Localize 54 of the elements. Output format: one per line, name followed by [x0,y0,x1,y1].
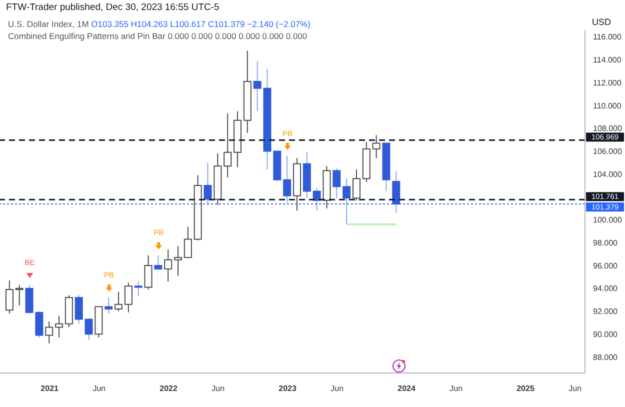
candlestick [372,134,380,159]
x-tick-label: 2024 [398,384,416,393]
candlestick [164,249,172,282]
x-tick-label: Jun [568,384,582,393]
x-tick-label: 2021 [40,384,60,393]
y-tick-label: 116.000 [593,32,622,42]
candlestick [55,315,64,338]
candlestick [134,281,142,297]
candlestick [114,291,123,312]
candlestick [332,168,341,199]
y-tick-label: 114.000 [593,56,622,65]
y-tick-label: 112.000 [593,78,622,88]
text: FTW-Trader published, Dec 30, 2023 16:55 UTC-5 [6,2,220,13]
y-tick-label: 90.000 [593,330,618,339]
y-tick-label: 108.000 [593,124,622,134]
y-tick-label: 92.000 [593,307,618,316]
candlestick [104,297,113,314]
x-tick-label: Jun [92,384,106,393]
x-tick-label: 2022 [160,384,178,393]
candlestick [312,187,321,212]
x-tick-label: Jun [450,384,463,393]
candlestick [392,170,400,214]
candlestick [342,178,351,225]
candlestick [74,294,83,324]
x-tick-label: Jun [212,384,225,393]
y-tick-label: 88.000 [593,352,618,362]
candlestick [184,226,192,258]
candlestick [283,155,292,204]
candlestick [224,112,232,178]
candlestick [84,318,93,340]
x-tick-label: 2023 [278,384,297,393]
x-tick-label: 2025 [516,384,535,393]
candlestick [154,254,162,271]
candlestick [45,321,54,344]
candlestick [144,254,152,290]
y-tick-label: 96.000 [593,261,618,270]
candlestick [253,60,262,112]
y-tick-label: 98.000 [593,238,618,248]
candlestick [15,284,24,306]
chart-subtitle: Combined Engulfing Patterns and Pin Bar 0.000 0.000 0.000 0.000 0.000 0.000 [8,31,308,41]
candlestick [352,168,360,201]
candlestick [204,162,212,206]
y-tick-label: 110.000 [593,101,622,110]
y-tick-label: 100.000 [593,216,622,225]
y-axis-title: USD [592,17,612,27]
candlestick [174,246,182,276]
chart-title: U.S. Dollar Index, 1M [8,19,89,29]
x-tick-label: Jun [330,384,344,393]
y-tick-label: 104.000 [593,170,622,179]
text: O103.355 H104.263 L100.617 C101.379 −2.140 (−2.07%) [91,19,310,29]
y-tick-label: 106.000 [593,147,622,156]
y-tick-label: 94.000 [593,284,618,294]
candlestick [124,282,132,313]
candlestick [5,280,14,314]
